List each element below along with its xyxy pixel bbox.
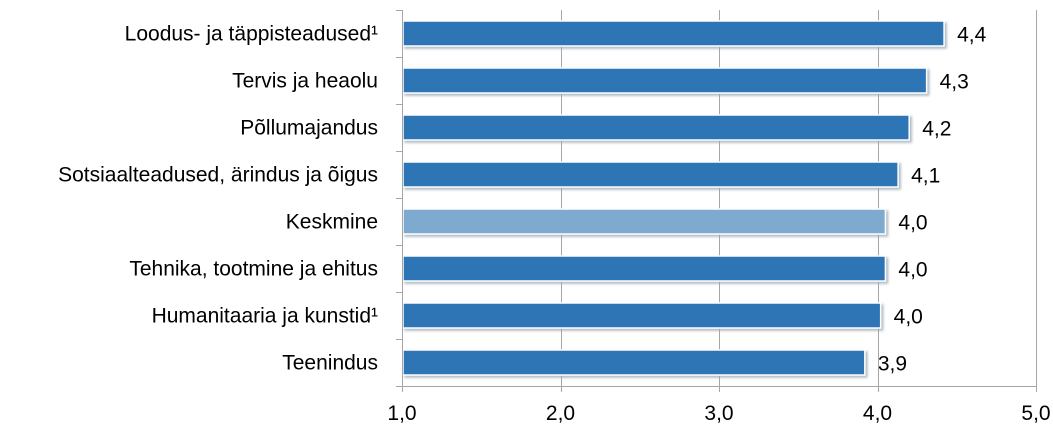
category-label: Humanitaaria ja kunstid¹ (152, 305, 378, 328)
x-tick-label: 5,0 (1021, 402, 1050, 425)
category-label: Tervis ja heaolu (232, 70, 378, 93)
value-label: 3,9 (878, 353, 907, 376)
bar-1 (402, 20, 945, 47)
x-tick-label: 3,0 (704, 402, 733, 425)
category-label: Keskmine (286, 211, 378, 234)
value-label: 4,3 (940, 71, 969, 94)
value-label: 4,1 (911, 165, 940, 188)
value-label: 4,0 (898, 212, 927, 235)
bar-4 (402, 161, 899, 188)
axis-layer: 1,0 2,0 3,0 4,0 5,0 (387, 10, 1051, 425)
x-tick-label: 1,0 (387, 402, 416, 425)
x-tick-label: 2,0 (546, 402, 575, 425)
grid-layer (561, 10, 1037, 386)
category-label: Põllumajandus (240, 117, 378, 140)
bar-2 (402, 67, 928, 94)
value-label: 4,0 (898, 259, 927, 282)
bar-layer (402, 20, 945, 376)
label-layer: Loodus- ja täppisteadused¹ 4,4 Tervis ja h… (58, 23, 986, 376)
bar-7 (402, 302, 882, 329)
bar-5 (402, 208, 887, 235)
value-label: 4,2 (922, 118, 951, 141)
value-label: 4,4 (957, 24, 987, 47)
category-label: Teenindus (282, 352, 378, 375)
category-label: Sotsiaalteadused, ärindus ja õigus (58, 164, 378, 187)
category-label: Tehnika, tootmine ja ehitus (129, 258, 378, 281)
x-tick-label: 4,0 (863, 402, 892, 425)
category-label: Loodus- ja täppisteadused¹ (125, 23, 378, 46)
bar-8 (402, 349, 866, 376)
value-label: 4,0 (894, 306, 923, 329)
bar-6 (402, 255, 887, 282)
bar-3 (402, 114, 910, 141)
